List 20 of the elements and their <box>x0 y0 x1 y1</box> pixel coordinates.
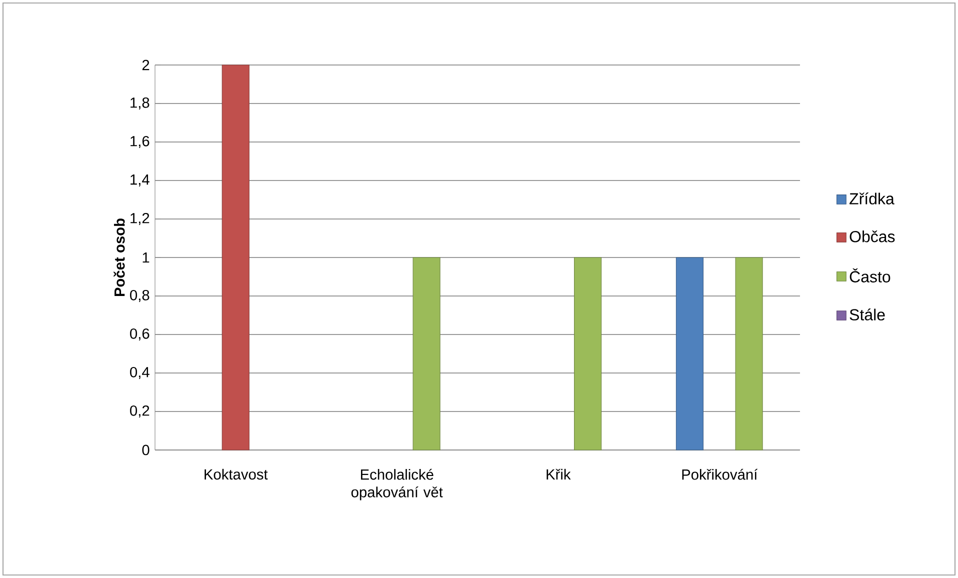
y-axis-title: Počet osob <box>114 218 125 296</box>
x-tick-label: Echolalické opakování vět <box>351 468 443 500</box>
x-tick-label: Koktavost <box>204 468 268 480</box>
x-tick-label: Pokřikování <box>682 468 758 480</box>
y-tick-label: 0,2 <box>130 405 150 418</box>
y-tick-label: 0,6 <box>130 328 150 341</box>
y-tick-label: 1,8 <box>130 97 150 110</box>
y-tick-label: 0 <box>142 444 150 456</box>
y-tick-label: 1,4 <box>130 174 150 186</box>
x-tick-label: Křik <box>546 468 571 480</box>
y-tick-label: 1,2 <box>130 212 150 226</box>
legend-label: Občas <box>850 230 895 242</box>
y-tick-label: 0,4 <box>130 366 150 380</box>
y-tick-label: 1,6 <box>130 136 150 148</box>
y-tick-label: 1 <box>142 252 150 263</box>
legend-label: Zřídka <box>850 192 894 204</box>
y-tick-label: 2 <box>142 60 150 70</box>
legend-label: Stále <box>850 308 885 320</box>
y-tick-label: 0,8 <box>130 290 150 302</box>
legend-label: Často <box>850 268 890 282</box>
